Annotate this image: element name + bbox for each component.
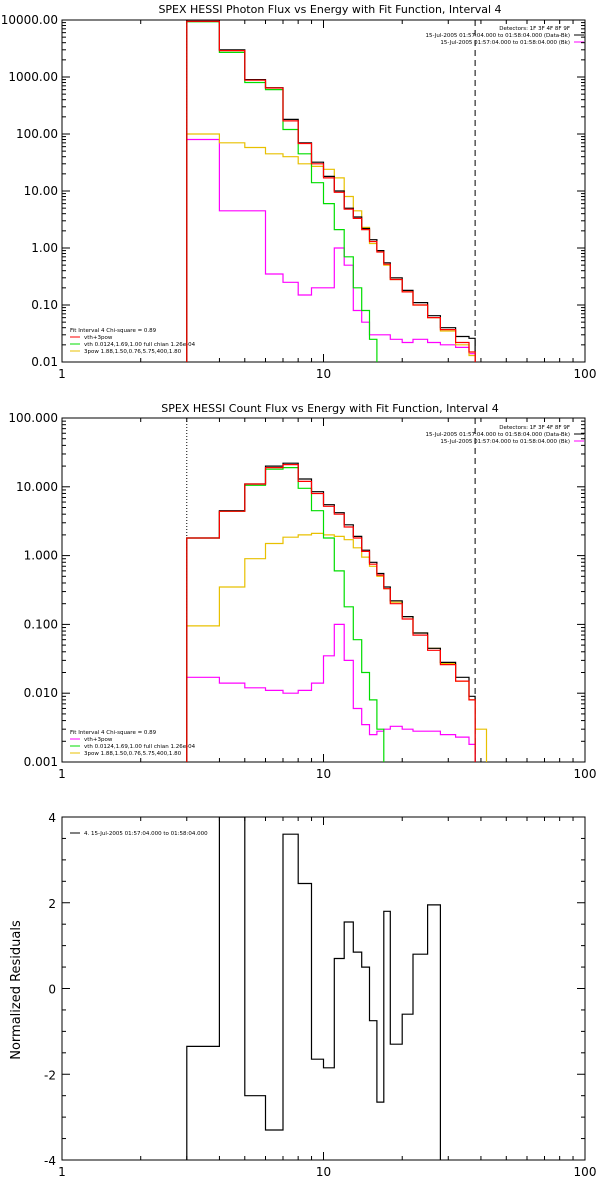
y-tick-label: -4 [44,1154,56,1168]
photon-legend-title: Fit Interval 4 Chi-square = 0.89 [70,328,157,334]
count-legend-vth: vth 0.0124,1.69,1.00 full chian 1.26e-04 [84,744,196,750]
photon-time-label-data: 15-Jul-2005 01:57:04.000 to 01:58:04.000… [426,33,571,39]
y-tick-label: 4 [48,811,56,825]
y-tick-label: 0.01 [31,355,58,369]
count-legend-vth3pow: vth+3pow [84,737,113,743]
photon-flux-title: SPEX HESSI Photon Flux vs Energy with Fi… [158,3,501,16]
y-tick-label: 0.100 [24,617,58,631]
x-tick-label: 1 [58,367,66,381]
y-tick-label: 100.000 [8,411,58,425]
series-vth-3pow [186,464,476,762]
count-flux-panel: SPEX HESSI Count Flux vs Energy with Fit… [8,402,597,781]
residuals-plot-frame [61,816,586,1161]
residuals-ylabel: Normalized Residuals [9,920,24,1060]
photon-legend-vth3pow: vth+3pow [84,335,113,341]
x-tick-label: 100 [574,1165,597,1179]
count-flux-title: SPEX HESSI Count Flux vs Energy with Fit… [161,402,498,415]
count-detectors-label: Detectors: 1F 3F 4F 8F 9F [499,425,570,431]
y-tick-label: 10.000 [16,480,58,494]
y-tick-label: 0.10 [31,298,58,312]
x-tick-label: 100 [574,367,597,381]
series-bk [186,138,476,362]
x-tick-label: 10 [316,367,331,381]
y-tick-label: 0.001 [24,755,58,769]
x-tick-label: 10 [316,1165,331,1179]
photon-legend-vth: vth 0.0124,1.69,1.00 full chian 1.26e-04 [84,342,196,348]
y-tick-label: 0 [48,983,56,997]
series-bk [186,623,476,762]
series-3pow [186,532,488,762]
series-vth-3pow [186,20,476,362]
y-tick-label: 1.000 [24,549,58,563]
y-tick-label: 1000.00 [8,70,58,84]
y-tick-label: 100.00 [16,127,58,141]
count-legend-3pow: 3pow 1.88,1.50,0.76,5.75,400,1.80 [84,751,182,757]
photon-time-label-bk: 15-Jul-2005 01:57:04.000 to 01:58:04.000… [440,40,570,46]
x-tick-label: 1 [58,767,66,781]
x-tick-label: 10 [316,767,331,781]
count-time-label-data: 15-Jul-2005 01:57:04.000 to 01:58:04.000… [426,432,571,438]
y-tick-label: 10.00 [24,184,58,198]
series-data-bk [186,20,476,362]
series-data-bk [186,462,476,762]
residuals-legend-label: 4. 15-Jul-2005 01:57:04.000 to 01:58:04.… [84,831,208,837]
y-tick-label: 0.010 [24,686,58,700]
photon-legend-3pow: 3pow 1.88,1.50,0.76,5.75,400,1.80 [84,349,182,355]
y-tick-label: 2 [48,897,56,911]
series-vth [186,467,385,762]
count-time-label-bk: 15-Jul-2005 01:57:04.000 to 01:58:04.000… [440,439,570,445]
count-plot-frame [61,417,586,763]
series-residuals [186,817,441,1160]
y-tick-label: -2 [44,1068,56,1082]
series-vth [186,21,378,362]
residuals-panel: Normalized Residuals 4. 15-Jul-2005 01:5… [9,811,597,1179]
x-tick-label: 1 [58,1165,66,1179]
count-legend-title: Fit Interval 4 Chi-square = 0.89 [70,730,157,736]
x-tick-label: 100 [574,767,597,781]
y-tick-label: 10000.00 [1,13,58,27]
y-tick-label: 1.00 [31,241,58,255]
photon-flux-panel: SPEX HESSI Photon Flux vs Energy with Fi… [1,3,597,381]
photon-detectors-label: Detectors: 1F 3F 4F 8F 9F [499,26,570,32]
